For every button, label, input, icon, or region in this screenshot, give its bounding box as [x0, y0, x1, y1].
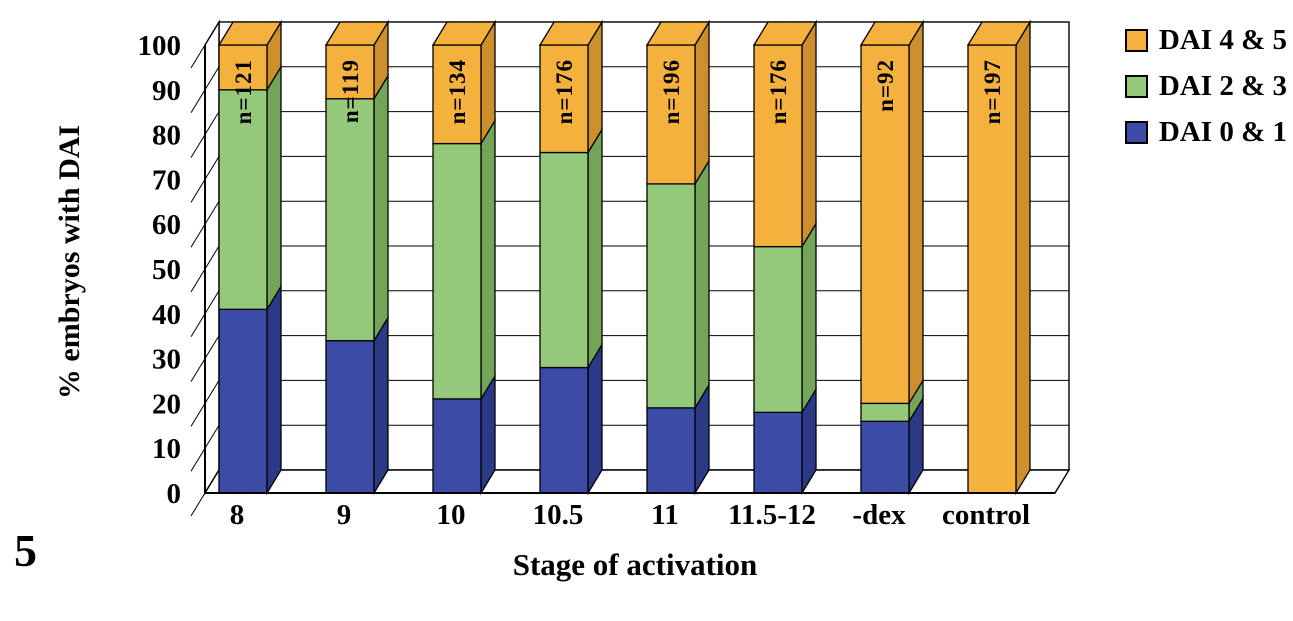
bar-segment — [646, 407, 696, 494]
x-tick-label: 10.5 — [533, 499, 584, 531]
legend-swatch-dai-0-1 — [1124, 121, 1148, 144]
legend-label-dai-0-1: DAI 0 & 1 — [1158, 116, 1287, 148]
bar-n-label: n=196 — [659, 59, 684, 124]
bar-side-face — [373, 73, 389, 343]
y-tick-label: 0 — [167, 478, 182, 510]
bar-top-face — [752, 21, 818, 46]
bar-n-label: n=92 — [873, 59, 898, 112]
bar-top-face — [431, 21, 497, 46]
y-tick-label: 70 — [152, 164, 181, 196]
bar-n-label: n=134 — [445, 59, 470, 124]
bar-n-label: n=197 — [980, 59, 1005, 124]
bar--dex: n=92 — [859, 19, 925, 496]
y-tick-label: 30 — [152, 344, 181, 376]
bar-top-face — [645, 21, 711, 46]
x-tick-label: control — [942, 499, 1030, 531]
bar-top-face — [324, 21, 390, 46]
bar-side-face — [587, 127, 603, 370]
bar-n-label: n=176 — [552, 59, 577, 124]
bar-side-face — [1015, 19, 1031, 496]
bar-side-face — [801, 221, 817, 415]
bar-segment — [432, 142, 482, 400]
bar-side-face — [480, 118, 496, 402]
x-tick-label: 11.5-12 — [728, 499, 816, 531]
y-tick-labels: 0 10 20 30 40 50 60 70 80 90 100 — [138, 30, 182, 510]
y-tick-label: 20 — [152, 388, 181, 420]
legend-swatch-dai-2-3 — [1124, 75, 1148, 98]
x-tick-label: 11 — [651, 499, 678, 531]
bar-9: n=119 — [324, 19, 390, 496]
bar-side-face — [266, 64, 282, 312]
bar-segment — [325, 340, 375, 494]
y-axis-title: % embryos with DAI — [53, 124, 86, 400]
legend-item-dai-4-5: DAI 4 & 5 — [1124, 24, 1287, 57]
bar-segment — [646, 183, 696, 409]
x-tick-label: 8 — [230, 499, 245, 531]
bar-top-face — [217, 21, 283, 46]
x-tick-label: 9 — [337, 499, 352, 531]
legend-item-dai-2-3: DAI 2 & 3 — [1124, 70, 1287, 103]
x-axis-title: Stage of activation — [512, 547, 758, 582]
bar-segment — [325, 98, 375, 342]
bar-11.5-12: n=176 — [752, 19, 818, 496]
bar-side-face — [694, 19, 710, 187]
bar-11: n=196 — [645, 19, 711, 496]
bar-segment — [432, 398, 482, 494]
bar-segment — [218, 44, 268, 91]
y-tick-label: 40 — [152, 299, 181, 331]
x-tick-label: -dex — [852, 499, 906, 531]
bar-segment — [860, 420, 910, 494]
legend-item-dai-0-1: DAI 0 & 1 — [1124, 116, 1287, 149]
bar-side-face — [266, 284, 282, 496]
y-tick-label: 90 — [152, 75, 181, 107]
bar-segment — [432, 44, 482, 145]
bar-segment — [860, 44, 910, 405]
bar-segment — [325, 44, 375, 100]
bar-side-face — [801, 19, 817, 249]
bar-side-face — [587, 342, 603, 496]
bar-segment — [753, 245, 803, 414]
bar-segment — [753, 411, 803, 494]
bar-10: n=134 — [431, 19, 497, 496]
bar-segment — [218, 308, 268, 494]
bar-segment — [646, 44, 696, 185]
x-tick-label: 10 — [437, 499, 466, 531]
bar-top-face — [538, 21, 604, 46]
legend-label-dai-2-3: DAI 2 & 3 — [1158, 70, 1287, 102]
bar-side-face — [373, 315, 389, 496]
legend: DAI 4 & 5 DAI 2 & 3 DAI 0 & 1 — [1124, 24, 1287, 149]
bar-segment — [967, 44, 1017, 494]
y-tick-label: 50 — [152, 254, 181, 286]
legend-swatch-dai-4-5 — [1124, 29, 1148, 52]
bar-8: n=121 — [217, 19, 283, 496]
bar-segment — [539, 366, 589, 494]
bar-n-label: n=121 — [231, 59, 256, 124]
bar-segment — [218, 89, 268, 310]
bar-side-face — [908, 19, 924, 406]
bars: n=121 8 n=119 9 n=134 10 n=176 10.5 n=196 11 n=176… — [217, 19, 1032, 531]
bar-side-face — [694, 158, 710, 411]
bar-top-face — [859, 21, 925, 46]
bar-segment — [753, 44, 803, 248]
figure-number: 5 — [14, 525, 37, 576]
bar-top-face — [966, 21, 1032, 46]
y-tick-label: 10 — [152, 433, 181, 465]
bar-segment — [860, 402, 910, 422]
bar-control: n=197 — [966, 19, 1032, 496]
legend-label-dai-4-5: DAI 4 & 5 — [1158, 24, 1287, 56]
y-tick-label: 80 — [152, 120, 181, 152]
y-tick-label: 60 — [152, 209, 181, 241]
bar-n-label: n=176 — [766, 59, 791, 124]
y-tick-label: 100 — [138, 30, 182, 62]
bar-10.5: n=176 — [538, 19, 604, 496]
bar-n-label: n=119 — [338, 59, 363, 123]
bar-segment — [539, 151, 589, 369]
